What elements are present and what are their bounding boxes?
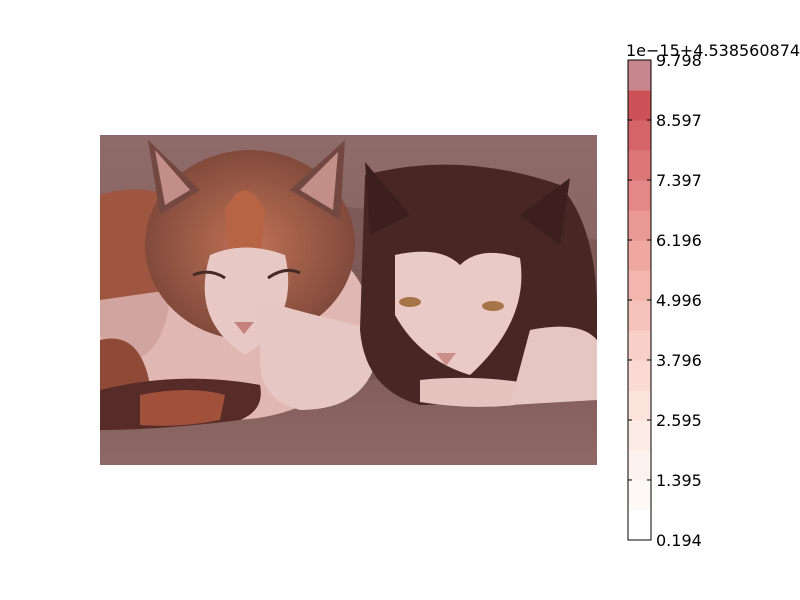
colorbar-band bbox=[628, 150, 651, 181]
colorbar-band bbox=[628, 450, 651, 481]
colorbar-band bbox=[628, 420, 651, 451]
colorbar-band bbox=[628, 360, 651, 391]
colorbar-offset-label: 1e−15+4.538560874 bbox=[626, 41, 800, 60]
colorbar-band bbox=[628, 390, 651, 421]
colorbar-bands bbox=[628, 60, 651, 541]
colorbar-band bbox=[628, 510, 651, 541]
tuxedo-cat bbox=[360, 162, 597, 407]
colorbar-ticks: 9.798 8.597 7.397 6.196 4.996 3.796 2.595 1.395… bbox=[628, 51, 702, 550]
colorbar-band bbox=[628, 180, 651, 211]
colorbar-tick-label: 9.798 bbox=[656, 51, 702, 70]
colorbar-tick-label: 7.397 bbox=[656, 171, 702, 190]
colorbar-band bbox=[628, 90, 651, 121]
colorbar-band bbox=[628, 120, 651, 151]
colorbar-tick-label: 3.796 bbox=[656, 351, 702, 370]
colorbar-band bbox=[628, 330, 651, 361]
colorbar-tick-label: 8.597 bbox=[656, 111, 702, 130]
colorbar-tick-label: 4.996 bbox=[656, 291, 702, 310]
colorbar-band bbox=[628, 60, 651, 91]
colorbar-tick-label: 1.395 bbox=[656, 471, 702, 490]
image-panel bbox=[100, 135, 597, 465]
colorbar-band bbox=[628, 300, 651, 331]
colorbar-tick-label: 0.194 bbox=[656, 531, 702, 550]
colorbar-band bbox=[628, 480, 651, 511]
colorbar-band bbox=[628, 240, 651, 271]
calico-cat bbox=[100, 140, 380, 430]
colorbar-band bbox=[628, 210, 651, 241]
colorbar-tick-label: 6.196 bbox=[656, 231, 702, 250]
colorbar-band bbox=[628, 270, 651, 301]
colorbar-tick-label: 2.595 bbox=[656, 411, 702, 430]
colorbar: 9.798 8.597 7.397 6.196 4.996 3.796 2.595 1.395… bbox=[626, 41, 800, 550]
